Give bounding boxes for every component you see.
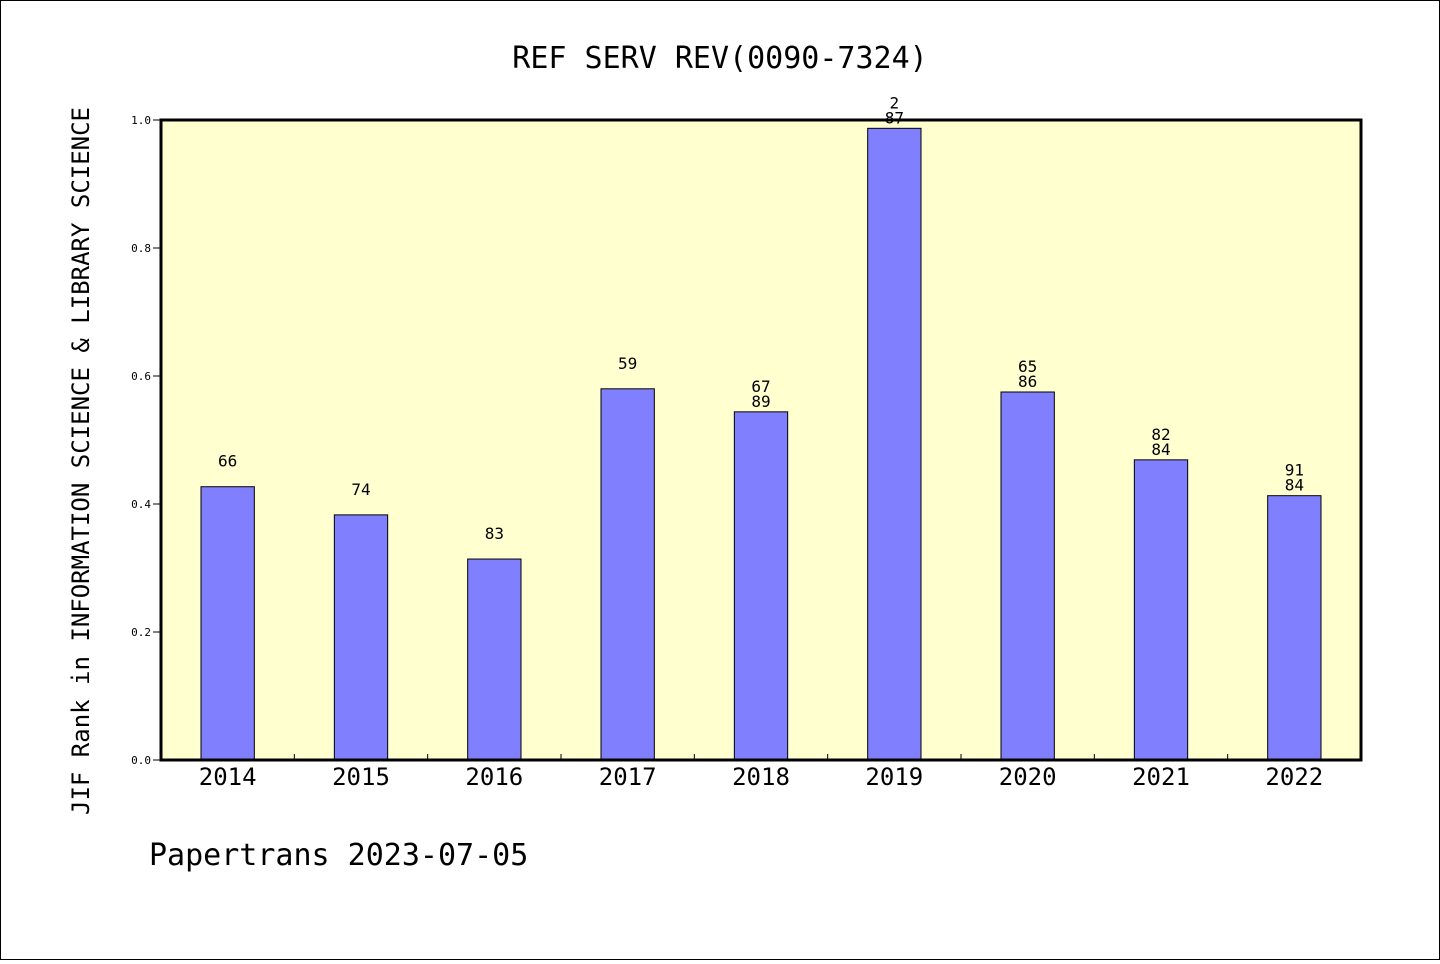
y-tick-label: 0.6 <box>131 370 151 383</box>
bar-2016 <box>467 558 522 761</box>
plot-border <box>159 118 1363 762</box>
bar-2020 <box>1000 391 1055 761</box>
bar-data-label: 89 <box>751 392 770 411</box>
bar-2022 <box>1267 495 1322 761</box>
y-axis-label: JIF Rank in INFORMATION SCIENCE & LIBRAR… <box>67 107 95 815</box>
bar-data-label: 84 <box>1151 440 1170 459</box>
y-tick-label: 0.0 <box>131 754 151 767</box>
x-tick-label: 2016 <box>465 763 523 791</box>
bar-data-label: 83 <box>485 524 504 543</box>
bar-data-label: 65 <box>1018 357 1037 376</box>
bar-data-label: 59 <box>618 354 637 373</box>
x-tick-label: 2018 <box>732 763 790 791</box>
footer-text: Papertrans 2023-07-05 <box>149 838 528 873</box>
bar-2015 <box>333 514 389 761</box>
y-tick-label: 0.8 <box>131 242 151 255</box>
bar-data-label: 86 <box>1018 372 1037 391</box>
bar-data-label: 84 <box>1285 476 1304 495</box>
x-tick-label: 2020 <box>999 763 1057 791</box>
bar-data-label: 67 <box>751 377 770 396</box>
bar-2019 <box>867 127 922 761</box>
x-tick-label: 2017 <box>599 763 657 791</box>
x-tick-label: 2022 <box>1265 763 1323 791</box>
x-tick-label: 2019 <box>865 763 923 791</box>
y-tick-label: 0.4 <box>131 498 151 511</box>
bar-data-label: 91 <box>1285 461 1304 480</box>
y-tick-label: 1.0 <box>131 114 151 127</box>
bar-2018 <box>733 411 789 761</box>
x-tick-label: 2015 <box>332 763 390 791</box>
y-tick-label: 0.2 <box>131 626 151 639</box>
bar-2014 <box>200 486 255 761</box>
bar-data-label: 82 <box>1151 425 1170 444</box>
bar-data-label: 87 <box>885 108 904 127</box>
bar-data-label: 66 <box>218 452 237 471</box>
chart-title: REF SERV REV(0090-7324) <box>512 41 927 76</box>
x-tick-label: 2021 <box>1132 763 1190 791</box>
x-tick-label: 2014 <box>199 763 257 791</box>
bar-2021 <box>1133 459 1189 761</box>
bar-data-label: 74 <box>351 480 370 499</box>
bar-data-label: 2 <box>890 93 900 112</box>
bar-2017 <box>600 388 655 761</box>
